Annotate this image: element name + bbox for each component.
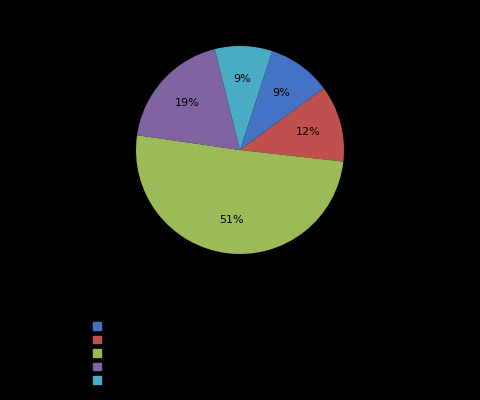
Text: 9%: 9% bbox=[234, 74, 252, 84]
Wedge shape bbox=[215, 46, 272, 150]
Wedge shape bbox=[240, 88, 344, 162]
Text: 9%: 9% bbox=[273, 88, 290, 98]
Text: 19%: 19% bbox=[175, 98, 200, 108]
Wedge shape bbox=[136, 135, 343, 254]
Text: 51%: 51% bbox=[219, 215, 243, 225]
Legend: Independents, Administration and Finance, Health and Human Services, Education, : Independents, Administration and Finance… bbox=[91, 320, 348, 387]
Text: 12%: 12% bbox=[296, 127, 321, 137]
Wedge shape bbox=[137, 49, 240, 150]
Wedge shape bbox=[240, 51, 324, 150]
